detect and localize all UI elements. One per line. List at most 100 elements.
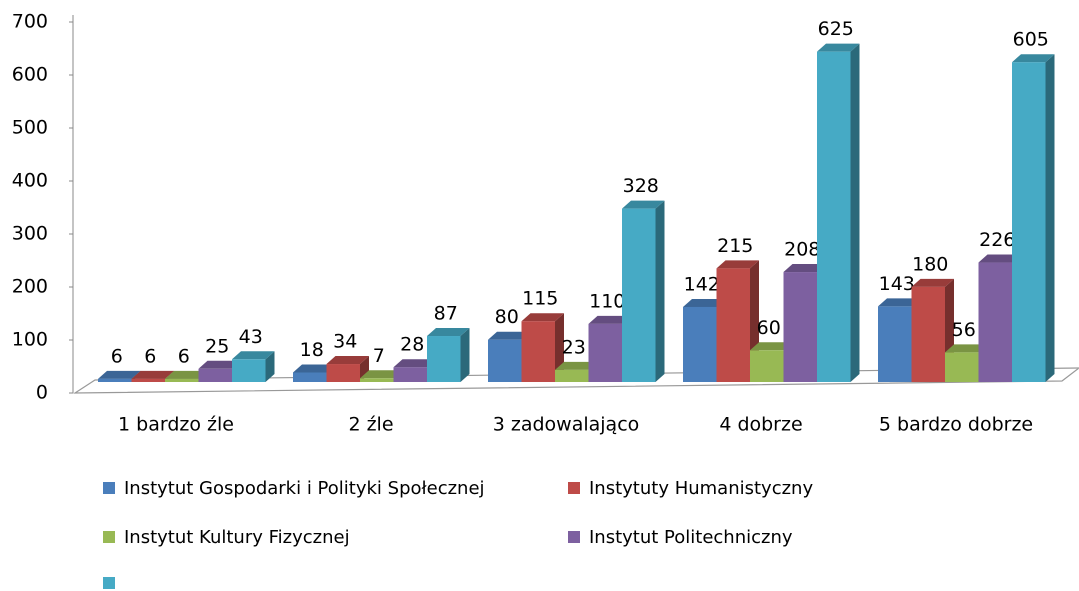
y-tick-label: 700 [12,11,48,33]
legend-swatch [103,531,115,543]
legend-label: Instytut Kultury Fizycznej [124,527,350,548]
bar-front [878,306,912,382]
bar-front [293,372,327,382]
bar-top [750,342,793,351]
bar-front [198,368,232,382]
bar-top [521,313,564,322]
value-label: 6 [144,345,156,367]
x-tick-label: 2 źle [348,414,393,436]
y-tick-label: 300 [12,223,48,245]
value-label: 18 [300,339,324,361]
bar-front [588,323,622,382]
bar-top [683,298,726,307]
y-tick-label: 0 [36,382,48,404]
bar-top [427,328,470,337]
bar [232,351,275,382]
bar-side [460,328,470,382]
bar-top [911,278,954,287]
bar-front [555,369,589,382]
bar-top [978,254,1021,263]
value-label: 25 [205,335,229,357]
value-label: 34 [333,331,357,353]
bar-side [655,200,665,382]
bar-top [326,356,369,365]
value-label: 143 [879,273,915,295]
y-tick-label: 200 [12,276,48,298]
legend-swatch [103,482,115,494]
bar-top [488,331,531,340]
bar-top [783,264,826,273]
value-label: 28 [400,334,424,356]
bar-top [716,260,759,269]
bar-top [878,298,921,307]
value-label: 56 [952,319,976,341]
bar [1012,54,1055,382]
value-label: 328 [623,175,659,197]
bar-side [265,351,275,382]
value-label: 142 [684,273,720,295]
legend-label: Instytut Politechniczny [589,527,793,548]
value-label: 215 [717,235,753,257]
bar-front [1012,62,1046,382]
bar-front [393,367,427,382]
value-label: 625 [818,18,854,40]
bar-top [588,315,631,324]
bar-top [555,361,598,370]
value-label: 110 [589,290,625,312]
bar-front [911,286,945,382]
y-tick-label: 100 [12,329,48,351]
legend-swatch [568,482,580,494]
value-label: 180 [912,253,948,275]
bar-front [360,378,394,382]
bar-front [131,378,165,382]
bar-front [98,378,132,382]
value-label: 60 [757,317,781,339]
value-label: 208 [784,239,820,261]
legend-swatch [103,577,115,589]
x-tick-label: 4 dobrze [719,414,802,436]
value-label: 226 [979,229,1015,251]
y-tick-label: 600 [12,64,48,86]
legend-label: Instytuty Humanistyczny [589,478,813,499]
legend-label: Instytut Gospodarki i Polityki Społeczne… [124,478,485,499]
bar-top [293,364,336,373]
x-tick-label: 3 zadowalająco [493,414,640,436]
bar-top [817,43,860,52]
bar-top [622,200,665,209]
value-label: 23 [562,336,586,358]
bar-top [1012,54,1055,63]
value-label: 605 [1013,29,1049,51]
bar-front [817,51,851,383]
bar [817,43,860,383]
bar [427,328,470,382]
y-tick-label: 400 [12,170,48,192]
bar-top [198,360,241,369]
bar-front [488,339,522,382]
bar-top [232,351,275,360]
legend-swatch [568,531,580,543]
value-label: 6 [178,345,190,367]
bar [622,200,665,382]
bar-top [393,359,436,368]
bar [326,356,369,382]
bar-front [232,359,266,382]
x-tick-label: 1 bardzo źle [118,414,234,436]
bar-side [850,43,860,383]
value-label: 80 [495,306,519,328]
value-label: 6 [111,345,123,367]
value-label: 115 [522,288,558,310]
bar-front [326,364,360,382]
bar-front [716,268,750,382]
bar-top [360,370,403,379]
bar-side [1045,54,1055,382]
bar-front [683,306,717,382]
bar-front [427,336,461,382]
bar-front [783,272,817,382]
bar-front [945,352,979,382]
value-label: 7 [373,345,385,367]
bar-top [945,344,988,353]
bar-front [521,321,555,382]
bar-front [165,378,199,382]
value-label: 43 [239,326,263,348]
